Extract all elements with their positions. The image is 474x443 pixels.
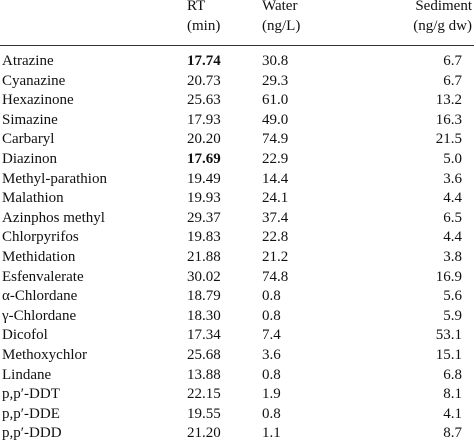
cell-value: 19.93 [187,190,221,207]
column-header: (ng/L) [262,18,301,34]
cell-value: 3.8 [443,249,462,265]
cell-value: 5.9 [443,307,462,324]
cell-value: 6.8 [443,366,462,383]
cell-value: 29.37 [187,209,221,226]
cell-value: 1.1 [262,425,281,442]
cell-value: 21.88 [187,249,221,265]
cell-value: 25.68 [187,347,221,363]
cell-value: 37.4 [262,209,289,226]
cell-value: 8.7 [443,425,462,442]
cell-value: 21.5 [435,131,462,148]
cell-value: 17.74 [187,53,221,69]
row-label: Methoxychlor [2,347,87,363]
row-label: Methidation [2,249,76,265]
cell-value: 6.7 [443,72,462,89]
cell-value: 17.93 [187,111,221,128]
row-label: Azinphos methyl [2,209,105,226]
cell-value: 18.30 [187,307,221,324]
cell-value: 0.8 [262,366,281,383]
cell-value: 19.55 [187,405,221,422]
cell-value: 3.6 [443,170,462,187]
cell-value: 14.4 [262,170,289,187]
row-label: Carbaryl [2,131,55,148]
row-label: p,p′-DDT [2,386,60,403]
cell-value: 16.9 [435,268,462,285]
cell-value: 49.0 [262,111,289,128]
cell-value: 6.5 [443,209,462,226]
cell-value: 15.1 [435,347,462,363]
cell-value: 25.63 [187,92,221,109]
cell-value: 1.9 [262,386,281,403]
cell-value: 0.8 [262,288,281,305]
cell-value: 6.7 [443,53,462,69]
cell-value: 0.8 [262,307,281,324]
cell-value: 16.3 [435,111,462,128]
cell-value: 61.0 [262,92,289,109]
cell-value: 19.83 [187,229,221,246]
row-label: p,p′-DDD [2,425,62,442]
cell-value: 17.34 [187,327,221,344]
cell-value: 19.49 [187,170,221,187]
cell-value: 18.79 [187,288,221,305]
row-label: Diazinon [2,151,57,167]
cell-value: 20.20 [187,131,221,148]
cell-value: 24.1 [262,190,289,207]
cell-value: 30.8 [262,53,289,69]
cell-value: 22.9 [262,151,289,167]
cell-value: 3.6 [262,347,281,363]
cell-value: 30.02 [187,268,221,285]
row-label: α-Chlordane [2,288,78,305]
column-header: Water [262,0,298,14]
cell-value: 21.2 [262,249,289,265]
column-header: (min) [187,18,221,34]
cell-value: 20.73 [187,72,221,89]
row-label: Lindane [2,366,52,383]
cell-value: 53.1 [435,327,462,344]
cell-value: 17.69 [187,151,221,167]
row-label: Chlorpyrifos [2,229,79,246]
row-label: γ-Chlordane [2,307,77,324]
row-label: p,p′-DDE [2,405,60,422]
cell-value: 8.1 [443,386,462,403]
row-label: Hexazinone [2,92,74,109]
row-label: Malathion [2,190,64,207]
cell-value: 74.8 [262,268,289,285]
column-header: Sediment [415,0,472,14]
cell-value: 4.4 [443,229,462,246]
row-label: Dicofol [2,327,48,344]
cell-value: 4.4 [443,190,462,207]
header-rule [0,45,474,46]
cell-value: 7.4 [262,327,281,344]
row-label: Atrazine [2,53,54,69]
row-label: Cyanazine [2,72,66,89]
cell-value: 5.0 [443,151,462,167]
cell-value: 29.3 [262,72,289,89]
row-label: Esfenvalerate [2,268,84,285]
cell-value: 74.9 [262,131,289,148]
cell-value: 21.20 [187,425,221,442]
cell-value: 5.6 [443,288,462,305]
row-label: Methyl-parathion [2,170,107,187]
cell-value: 13.88 [187,366,221,383]
column-header: RT [187,0,206,14]
cell-value: 0.8 [262,405,281,422]
cell-value: 22.15 [187,386,221,403]
row-label: Simazine [2,111,58,128]
cell-value: 13.2 [435,92,462,109]
cell-value: 4.1 [443,405,462,422]
cell-value: 22.8 [262,229,289,246]
column-header: (ng/g dw) [413,18,472,34]
